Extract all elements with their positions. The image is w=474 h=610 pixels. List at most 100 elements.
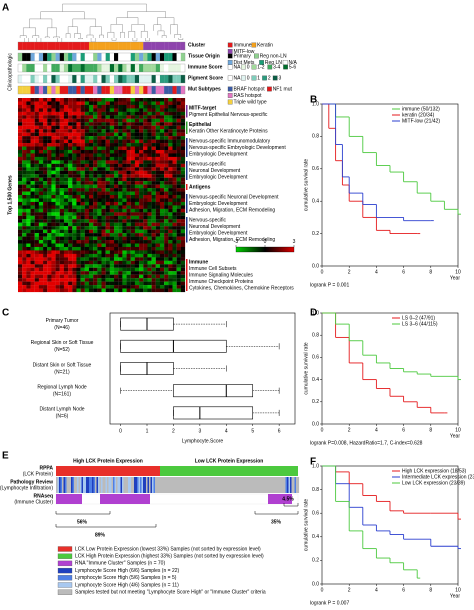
- heatmap-cell: [151, 136, 156, 140]
- annotation-cell: [51, 64, 56, 72]
- pathology-stripe: [294, 477, 297, 493]
- heatmap-cell: [118, 236, 123, 241]
- heatmap-cell: [76, 146, 81, 151]
- heatmap-cell: [168, 156, 173, 161]
- legend-label: Lymphocyte Score High (6/6) Samples (n =…: [75, 568, 180, 574]
- heatmap-cell: [151, 156, 156, 161]
- heatmap-cell: [93, 264, 98, 268]
- heatmap-cell: [176, 143, 181, 147]
- heatmap-cell: [76, 250, 81, 254]
- heatmap-cell: [114, 201, 119, 206]
- heatmap-cell: [159, 201, 165, 206]
- heatmap-cell: [30, 146, 35, 151]
- heatmap-cell: [97, 177, 102, 182]
- annotation-cell: [51, 75, 56, 83]
- heatmap-cell: [55, 208, 60, 213]
- heatmap-cell: [72, 118, 77, 123]
- heatmap-cell: [134, 136, 140, 140]
- pathology-stripe: [222, 477, 225, 493]
- heatmap-cell: [176, 139, 181, 144]
- heatmap-cell: [176, 146, 181, 151]
- heatmap-cell: [26, 184, 31, 189]
- heatmap-cell: [168, 104, 173, 109]
- heatmap-cell: [93, 191, 98, 196]
- pathology-stripe: [122, 477, 124, 493]
- heatmap-cell: [114, 212, 119, 216]
- heatmap-cell: [88, 98, 94, 102]
- heatmap-cell: [109, 246, 115, 251]
- heatmap-cell: [43, 143, 48, 147]
- heatmap-cell: [55, 108, 60, 112]
- pathology-stripe: [263, 477, 265, 493]
- heatmap-cell: [118, 170, 123, 175]
- heatmap-cell: [30, 236, 35, 241]
- heatmap-cell: [147, 233, 152, 237]
- heatmap-cell: [101, 174, 106, 178]
- heatmap-cell: [30, 233, 35, 237]
- heatmap-cell: [38, 98, 44, 102]
- heatmap-cell: [30, 167, 35, 171]
- heatmap-cell: [76, 233, 81, 237]
- heatmap-cell: [164, 108, 169, 112]
- heatmap-cell: [43, 115, 48, 119]
- heatmap-cell: [34, 250, 39, 254]
- annotation-cell: [47, 64, 52, 72]
- heatmap-cell: [34, 143, 39, 147]
- heatmap-cell: [55, 122, 60, 126]
- heatmap-cell: [114, 191, 119, 196]
- heatmap-cell: [101, 222, 106, 227]
- heatmap-cell: [68, 281, 73, 286]
- pathology-stripe: [237, 477, 240, 493]
- heatmap-cell: [26, 136, 31, 140]
- heatmap-cell: [168, 108, 173, 112]
- heatmap-cell: [143, 163, 148, 168]
- heatmap-cell: [63, 222, 69, 227]
- heatmap-cell: [168, 208, 173, 213]
- heatmap-cell: [101, 170, 106, 175]
- heatmap-cell: [88, 205, 94, 209]
- pathology-stripe: [138, 477, 141, 493]
- heatmap-cell: [159, 233, 165, 237]
- heatmap-cell: [43, 212, 48, 216]
- heatmap-cell: [72, 264, 77, 268]
- annotation-cell: [93, 53, 98, 61]
- annotation-cell: [118, 75, 123, 83]
- annotation-cell: [176, 64, 181, 72]
- heatmap-cell: [26, 267, 31, 272]
- heatmap-cell: [51, 143, 56, 147]
- heatmap-cell: [47, 208, 52, 213]
- heatmap-cell: [168, 201, 173, 206]
- heatmap-cell: [51, 136, 56, 140]
- heatmap-cell: [180, 167, 186, 171]
- heatmap-cell: [93, 253, 98, 258]
- annotation-cell: [164, 75, 169, 83]
- pathology-stripe: [63, 477, 66, 493]
- heatmap-cell: [176, 108, 181, 112]
- heatmap-cell: [159, 188, 165, 192]
- heatmap-cell: [155, 229, 161, 234]
- heatmap-cell: [168, 177, 173, 182]
- heatmap-cell: [26, 129, 31, 133]
- heatmap-cell: [105, 174, 110, 178]
- heatmap-cell: [134, 143, 140, 147]
- heatmap-cell: [47, 153, 52, 157]
- heatmap-cell: [26, 222, 31, 227]
- heatmap-cell: [43, 226, 48, 230]
- heatmap-cell: [47, 125, 52, 130]
- heatmap-cell: [147, 125, 152, 130]
- heatmap-cell: [93, 250, 98, 254]
- heatmap-cell: [72, 205, 77, 209]
- heatmap-cell: [114, 264, 119, 268]
- annotation-cell: [76, 75, 81, 83]
- heatmap-cell: [151, 160, 156, 164]
- heatmap-cell: [151, 146, 156, 151]
- annotation-cell: [97, 75, 102, 83]
- annotation-frame: [17, 85, 186, 95]
- annotation-cell: [147, 53, 152, 61]
- heatmap-cell: [155, 184, 161, 189]
- heatmap-cell: [18, 170, 23, 175]
- heatmap-cell: [180, 271, 186, 275]
- heatmap-cell: [55, 253, 60, 258]
- heatmap-cell: [38, 267, 44, 272]
- heatmap-cell: [134, 167, 140, 171]
